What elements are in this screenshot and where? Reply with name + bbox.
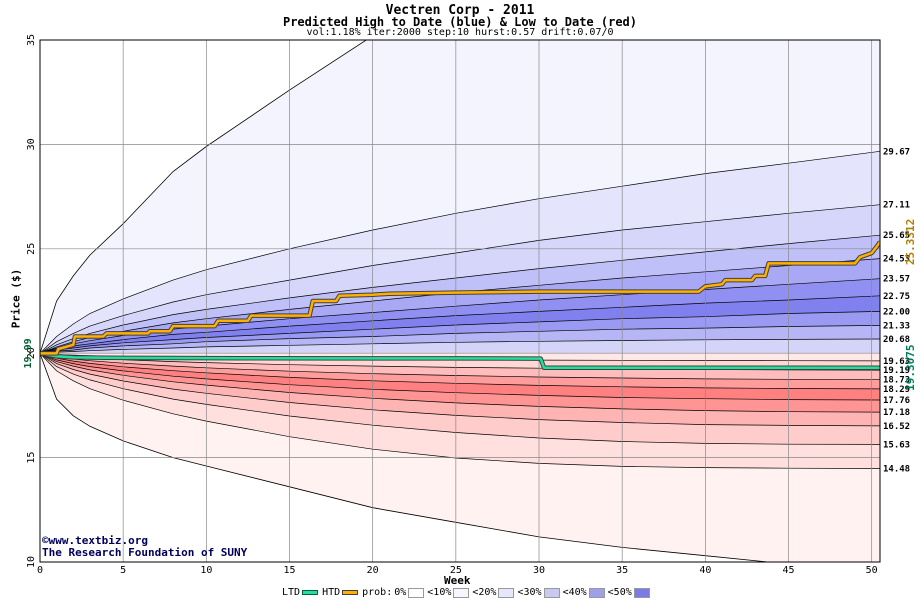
legend-prob-swatch [498,587,515,598]
credit-block: ©www.textbiz.org The Research Foundation… [42,535,247,559]
credit-foundation: The Research Foundation of SUNY [42,546,248,559]
x-tick-35: 35 [616,565,628,576]
y-tick-30: 30 [26,138,37,150]
envelope-labels: 29.67 27.11 25.65 24.53 23.57 22.75 22.00 21.33… [883,147,917,474]
label-high-25.65: 25.65 [883,231,910,241]
band-high-2 [40,235,880,354]
start-price-label: 19.99 [23,338,34,368]
y-tick-25: 25 [26,243,37,255]
y-tick-35: 35 [26,34,37,46]
legend-prob-label: <10% [427,587,452,598]
band-low-3 [40,353,880,389]
band-low-5 [40,353,880,413]
band-low-8 [40,353,880,469]
label-low-18.73: 18.73 [883,376,910,386]
legend-prob-swatch [588,587,605,598]
axis-ticks: 0 5 10 15 20 25 30 35 40 45 50 10 15 20 25 30 35 19.99 [23,34,878,576]
legend-prob-prefix: prob: [362,587,393,598]
label-low-15.63: 15.63 [883,440,910,450]
legend-prob-item: <30% [517,587,560,598]
label-high-23.57: 23.57 [883,275,910,285]
legend-prob-swatch [543,587,560,598]
x-tick-20: 20 [367,565,379,576]
legend-prob-item: <40% [563,587,605,598]
y-axis-label: Price ($) [9,268,23,329]
band-high-1 [40,204,880,354]
legend-probability-items: 0% <10% <20% <30% <40% <50% [394,587,650,598]
legend-ltd: LTD [282,587,319,598]
y-tick-10: 10 [26,556,37,568]
ltd-line [40,352,880,369]
current-ltd-value: 19.3075 [904,344,917,390]
band-high-8 [40,339,880,354]
band-high-3 [40,258,880,354]
x-tick-25: 25 [450,565,462,576]
y-tick-15: 15 [26,452,37,464]
band-low-6 [40,353,880,426]
band-high-4 [40,278,880,354]
legend-htd: HTD [322,587,359,598]
legend-prob-item: <50% [608,587,650,598]
legend: LTD HTD prob: 0% <10% <20% <30% <40% <50% [282,587,650,598]
x-tick-50: 50 [866,565,878,576]
chart-parameters: vol:1.18% iter:2000 step:10 hurst:0.57 d… [306,27,614,38]
chart-subtitle: Predicted High to Date (blue) & Low to D… [282,15,637,29]
label-low-17.76: 17.76 [883,396,910,406]
htd-line [40,241,880,355]
label-low-19.63: 19.63 [883,357,910,367]
label-low-16.52: 16.52 [883,422,910,432]
series-lines [40,240,880,370]
legend-ltd-label: LTD [282,587,301,598]
credit-website: ©www.textbiz.org [42,534,148,547]
legend-ltd-swatch [302,590,319,595]
current-htd-value: 25.3312 [904,219,917,265]
legend-prob-label: 0% [394,587,407,598]
band-high-7 [40,325,880,354]
probability-bands [40,40,880,562]
label-high-22.00: 22.00 [883,307,910,317]
band-low-4 [40,353,880,400]
x-tick-10: 10 [200,565,212,576]
x-tick-15: 15 [283,565,295,576]
legend-htd-swatch [342,590,359,595]
label-high-24.53: 24.53 [883,255,910,265]
legend-prob-swatch [633,587,650,598]
legend-prob-label: <40% [562,587,587,598]
x-axis-label: Week [444,574,471,587]
legend-prob-swatch [453,587,470,598]
label-high-27.11: 27.11 [883,201,910,211]
label-low-14.48: 14.48 [883,464,910,474]
label-low-19.19: 19.19 [883,366,910,376]
label-low-18.29: 18.29 [883,385,910,395]
label-low-17.18: 17.18 [883,408,910,418]
x-tick-30: 30 [533,565,545,576]
band-high-6 [40,311,880,354]
label-high-22.75: 22.75 [883,292,910,302]
label-high-20.68: 20.68 [883,335,910,345]
legend-prob-label: <20% [472,587,497,598]
label-high-21.33: 21.33 [883,321,910,331]
legend-prob-swatch [408,587,425,598]
y-tick-20: 20 [26,347,37,359]
x-tick-45: 45 [782,565,794,576]
x-tick-5: 5 [120,565,126,576]
legend-prob-label: <30% [517,587,542,598]
legend-prob-item: <20% [472,587,515,598]
x-tick-40: 40 [699,565,711,576]
legend-htd-label: HTD [322,587,341,598]
chart-title: Vectren Corp - 2011 [385,3,535,18]
x-tick-0: 0 [37,565,43,576]
band-low-7 [40,353,880,445]
plot-border [39,39,881,563]
legend-prob-item: <10% [427,587,470,598]
label-high-29.67: 29.67 [883,147,910,157]
band-low-2 [40,353,880,380]
legend-prob-item: 0% [394,587,425,598]
legend-prob-label: <50% [607,587,632,598]
